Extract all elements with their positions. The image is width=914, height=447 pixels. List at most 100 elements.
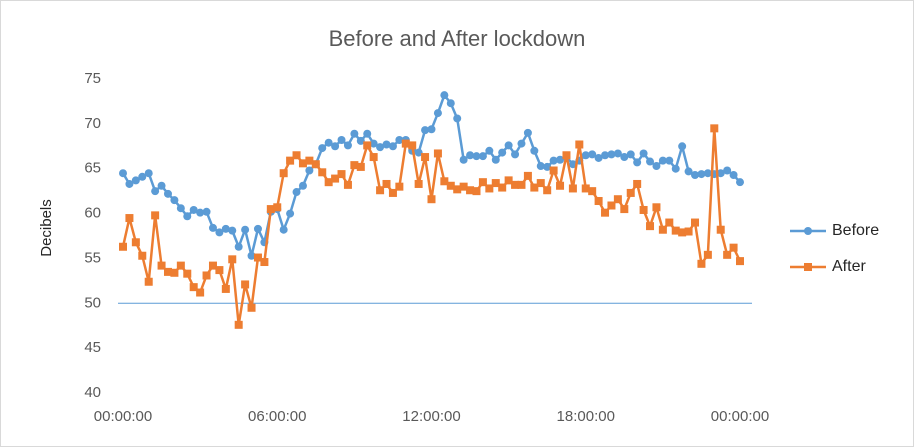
marker	[247, 251, 256, 260]
marker	[170, 268, 179, 277]
marker	[703, 169, 712, 178]
marker	[292, 151, 301, 160]
marker	[549, 166, 558, 175]
marker	[478, 152, 487, 161]
marker	[176, 261, 185, 270]
marker	[723, 166, 732, 175]
marker	[697, 170, 706, 179]
marker	[388, 188, 397, 197]
marker	[331, 174, 340, 183]
marker	[703, 250, 712, 259]
marker	[594, 197, 603, 206]
marker	[511, 150, 520, 159]
marker	[376, 143, 385, 152]
marker	[485, 184, 494, 193]
marker	[292, 188, 301, 197]
marker	[343, 141, 352, 150]
marker	[395, 136, 404, 145]
marker	[119, 169, 127, 178]
marker	[697, 259, 706, 268]
marker	[183, 212, 192, 221]
marker	[125, 179, 134, 188]
marker	[710, 124, 719, 133]
marker	[241, 225, 250, 234]
marker	[408, 141, 417, 150]
marker	[189, 205, 198, 214]
marker	[568, 184, 577, 193]
marker	[678, 142, 687, 151]
marker	[581, 184, 590, 193]
y-tick-label: 65	[84, 160, 101, 177]
marker	[331, 142, 340, 151]
marker	[286, 156, 295, 165]
marker	[658, 225, 667, 234]
marker	[665, 156, 674, 165]
marker	[491, 179, 500, 188]
marker	[498, 148, 507, 157]
marker	[221, 284, 230, 293]
marker	[196, 208, 205, 217]
marker	[311, 160, 320, 169]
marker	[241, 280, 250, 289]
marker	[613, 149, 622, 158]
marker	[273, 203, 282, 212]
marker	[723, 250, 732, 259]
marker	[491, 155, 500, 164]
marker	[151, 211, 160, 220]
marker	[530, 183, 539, 192]
marker	[305, 156, 314, 165]
marker	[279, 169, 288, 178]
marker	[607, 201, 616, 210]
marker	[183, 269, 192, 278]
marker	[543, 162, 552, 171]
marker	[504, 176, 513, 185]
marker	[523, 128, 532, 137]
marker	[575, 140, 584, 149]
marker	[472, 187, 481, 196]
marker	[427, 125, 436, 134]
marker	[286, 209, 295, 218]
marker	[337, 136, 346, 145]
marker	[247, 303, 256, 312]
marker	[446, 181, 455, 190]
marker	[356, 162, 365, 171]
marker	[369, 139, 378, 148]
x-tick-label: 18:00:00	[557, 408, 615, 425]
marker	[511, 180, 520, 189]
marker	[189, 283, 198, 292]
marker	[279, 225, 288, 234]
marker	[646, 157, 655, 166]
marker	[504, 141, 513, 150]
marker	[298, 159, 307, 168]
marker	[626, 150, 635, 159]
legend-marker	[804, 263, 812, 271]
marker	[202, 207, 211, 216]
marker	[138, 172, 147, 181]
marker	[440, 91, 449, 100]
y-tick-label: 75	[84, 70, 101, 87]
marker	[498, 183, 507, 192]
marker	[157, 261, 166, 270]
marker	[729, 243, 738, 252]
marker	[234, 320, 243, 329]
marker	[318, 144, 327, 153]
marker	[388, 142, 397, 151]
marker	[658, 156, 667, 165]
marker	[588, 187, 597, 196]
marker	[652, 162, 661, 171]
marker	[523, 171, 532, 180]
marker	[433, 109, 442, 118]
marker	[581, 151, 590, 160]
marker	[671, 164, 680, 173]
marker	[144, 169, 153, 178]
y-tick-label: 45	[84, 339, 101, 356]
marker	[446, 99, 455, 108]
marker	[620, 153, 629, 162]
marker	[691, 218, 700, 227]
marker	[562, 151, 571, 160]
marker	[414, 179, 423, 188]
marker	[678, 228, 687, 237]
marker	[485, 146, 494, 155]
